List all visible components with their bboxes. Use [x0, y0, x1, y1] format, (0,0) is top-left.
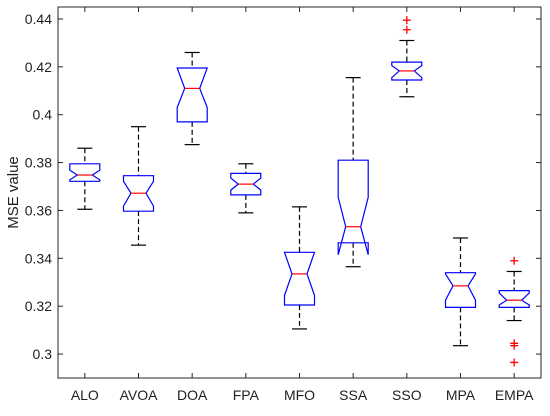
x-tick-label: ALO	[71, 387, 99, 403]
box-empa	[498, 256, 530, 367]
outlier-marker	[402, 25, 411, 34]
y-tick-label: 0.38	[25, 155, 52, 171]
x-tick-label: MPA	[446, 387, 476, 403]
outlier-marker	[402, 16, 411, 25]
box-ssa	[337, 77, 369, 268]
y-axis-ticks: 0.3 0.32 0.34 0.36 0.38 0.4 0.42 0.44	[25, 11, 541, 362]
y-tick-label: 0.42	[25, 59, 52, 75]
box-fpa	[230, 163, 262, 214]
y-axis-label: MSE value	[5, 156, 22, 229]
x-axis-ticks: ALO AVOA DOA FPA MFO SSA SSO MPA EMPA	[71, 7, 534, 403]
y-tick-label: 0.34	[25, 250, 52, 266]
outlier-marker	[510, 358, 519, 367]
box-mfo	[283, 206, 316, 330]
x-tick-label: SSO	[392, 387, 422, 403]
y-tick-label: 0.32	[25, 298, 52, 314]
x-tick-label: SSA	[339, 387, 368, 403]
x-tick-label: MFO	[284, 387, 315, 403]
x-tick-label: EMPA	[495, 387, 534, 403]
box-mpa	[444, 237, 477, 347]
outlier-marker	[510, 339, 519, 348]
plot-content	[69, 16, 530, 367]
x-tick-label: DOA	[177, 387, 208, 403]
box-doa	[176, 51, 209, 146]
y-tick-label: 0.3	[33, 346, 53, 362]
x-tick-label: FPA	[233, 387, 260, 403]
y-tick-label: 0.44	[25, 11, 52, 27]
notched-box	[69, 163, 101, 182]
notched-box	[444, 272, 477, 308]
notched-box	[230, 172, 262, 196]
box-alo	[69, 147, 101, 210]
notched-box	[283, 251, 316, 306]
outlier-marker	[510, 256, 519, 265]
y-tick-label: 0.4	[33, 107, 53, 123]
notched-box	[391, 61, 423, 81]
notched-box	[498, 290, 530, 308]
notched-box	[122, 175, 155, 212]
notched-box	[337, 159, 369, 255]
notched-box	[176, 67, 209, 123]
x-tick-label: AVOA	[120, 387, 159, 403]
y-tick-label: 0.36	[25, 202, 52, 218]
box-avoa	[122, 126, 155, 246]
box-sso	[391, 16, 423, 98]
